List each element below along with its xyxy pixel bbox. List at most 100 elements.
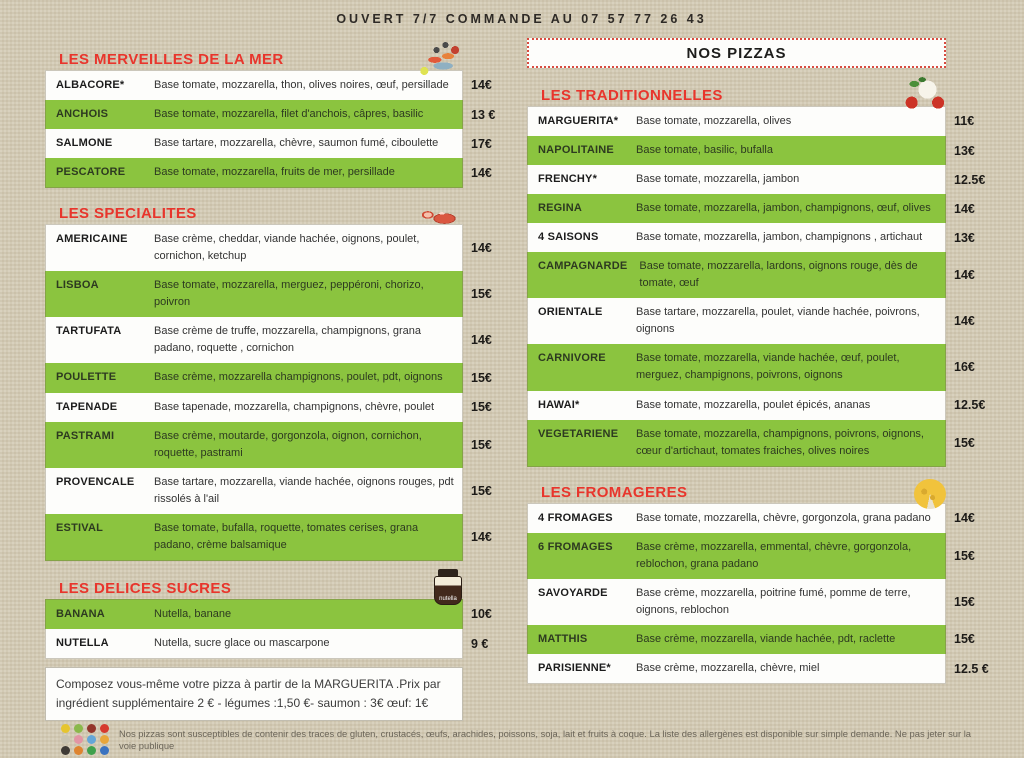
menu-item-row: PROVENCALE Base tartare, mozzarella, via…: [45, 467, 515, 514]
pizza-price: 14€: [471, 166, 492, 181]
menu-item-row: 4 SAISONS Base tomate, mozzarella, jambo…: [527, 223, 998, 253]
menu-item-main: ANCHOIS Base tomate, mozzarella, filet d…: [45, 100, 463, 130]
left-column: LES MERVEILLES DE LA MER ALBACORE* Base …: [45, 38, 515, 722]
menu-item-main: CAMPAGNARDE Base tomate, mozzarella, lar…: [527, 252, 946, 299]
menu-item-row: NAPOLITAINE Base tomate, basilic, bufall…: [527, 136, 998, 166]
pizza-name: SAVOYARDE: [538, 586, 608, 599]
menu-item-row: ALBACORE* Base tomate, mozzarella, thon,…: [45, 70, 515, 101]
allergen-icon: [87, 735, 96, 745]
pizza-price: 9 €: [471, 636, 489, 651]
menu-item-row: LISBOA Base tomate, mozzarella, merguez,…: [45, 271, 515, 318]
compose-your-pizza-note: Composez vous-même votre pizza à partir …: [45, 666, 463, 722]
pizza-ingredients: Base crème, mozzarella champignons, poul…: [154, 371, 443, 384]
menu-item-main: PESCATORE Base tomate, mozzarella, fruit…: [45, 158, 463, 189]
pizza-name: SALMONE: [56, 137, 113, 150]
menu-item-main: 4 SAISONS Base tomate, mozzarella, jambo…: [527, 223, 946, 253]
pizza-price: 14€: [471, 333, 492, 348]
menu-item-row: FRENCHY* Base tomate, mozzarella, jambon…: [527, 165, 998, 195]
menu-item-main: AMERICAINE Base crème, cheddar, viande h…: [45, 224, 463, 272]
pizza-price: 15€: [471, 287, 492, 302]
pizza-ingredients: Base tomate, mozzarella, poulet épicés, …: [636, 398, 871, 411]
pizza-ingredients: Base crème, moutarde, gorgonzola, oignon…: [154, 429, 422, 459]
menu-section: LES MERVEILLES DE LA MER ALBACORE* Base …: [45, 40, 515, 189]
menu-item-main: MATTHIS Base crème, mozzarella, viande h…: [527, 624, 946, 654]
pizza-ingredients: Base tomate, mozzarella, champignons, po…: [636, 427, 924, 457]
salami-icon: [419, 204, 463, 231]
pizza-price: 16€: [954, 360, 975, 375]
pizza-ingredients: Base tomate, mozzarella, viande hachée, …: [636, 352, 900, 382]
menu-item-main: TARTUFATA Base crème de truffe, mozzarel…: [45, 317, 463, 364]
left-sections: LES MERVEILLES DE LA MER ALBACORE* Base …: [45, 40, 515, 659]
pizza-name: NAPOLITAINE: [538, 144, 614, 157]
section-title: LES FROMAGERES: [541, 483, 688, 501]
pizza-ingredients: Base tapenade, mozzarella, champignons, …: [154, 400, 435, 413]
pizza-name: CAMPAGNARDE: [538, 260, 628, 273]
pizza-ingredients: Base crème, mozzarella, emmental, chèvre…: [636, 540, 912, 570]
pizza-name: AMERICAINE: [56, 233, 128, 246]
menu-item-main: PASTRAMI Base crème, moutarde, gorgonzol…: [45, 421, 463, 468]
pizza-name: PROVENCALE: [56, 475, 135, 488]
pizza-ingredients: Base tomate, mozzarella, jambon, champig…: [636, 231, 923, 244]
section-title: LES SPECIALITES: [59, 205, 197, 223]
pizza-name: POULETTE: [56, 371, 117, 384]
menu-item-main: NUTELLA Nutella, sucre glace ou mascarpo…: [45, 628, 463, 659]
pizza-ingredients: Base tomate, mozzarella, olives: [636, 115, 792, 127]
menu-item-main: FRENCHY* Base tomate, mozzarella, jambon: [527, 165, 946, 195]
pizza-ingredients: Base tomate, mozzarella, lardons, oignon…: [639, 260, 918, 290]
pizza-name: BANANA: [56, 607, 105, 620]
allergen-icon: [61, 746, 70, 756]
menu-item-main: SAVOYARDE Base crème, mozzarella, poitri…: [527, 578, 946, 625]
pizza-price: 15€: [471, 483, 492, 498]
menu-item-main: 4 FROMAGES Base tomate, mozzarella, chèv…: [527, 502, 946, 533]
menu-item-row: BANANA Nutella, banane 10€: [45, 598, 515, 629]
pizza-price: 13€: [954, 143, 975, 158]
pizza-ingredients: Base tomate, mozzarella, merguez, peppér…: [154, 279, 424, 309]
menu-item-main: SALMONE Base tartare, mozzarella, chèvre…: [45, 129, 463, 159]
menu-item-main: CARNIVORE Base tomate, mozzarella, viand…: [527, 344, 946, 391]
pizza-name: 4 SAISONS: [538, 231, 599, 244]
menu-item-main: ALBACORE* Base tomate, mozzarella, thon,…: [45, 70, 463, 101]
pizza-ingredients: Base tomate, bufalla, roquette, tomates …: [154, 521, 419, 551]
pizza-ingredients: Base crème, mozzarella, chèvre, miel: [636, 661, 820, 674]
menu-table: AMERICAINE Base crème, cheddar, viande h…: [45, 224, 515, 561]
pizza-name: VEGETARIENE: [538, 427, 619, 440]
allergen-icon: [100, 746, 109, 756]
allergen-icon: [74, 746, 83, 756]
pizza-name: FRENCHY*: [538, 173, 598, 186]
right-sections: LES TRADITIONNELLES MARGUERITA* Base tom…: [527, 76, 998, 684]
menu-item-row: PARISIENNE* Base crème, mozzarella, chèv…: [527, 653, 998, 684]
pizza-price: 13€: [954, 230, 975, 245]
pizza-price: 14€: [954, 201, 975, 216]
pizza-price: 15€: [471, 370, 492, 385]
pizza-name: 6 FROMAGES: [538, 540, 613, 553]
pizza-ingredients: Base crème, cheddar, viande hachée, oign…: [154, 233, 420, 263]
pizza-ingredients: Base tomate, mozzarella, fruits de mer, …: [154, 166, 395, 179]
pizza-price: 15€: [471, 437, 492, 452]
section-header: LES TRADITIONNELLES: [541, 76, 946, 112]
section-title: LES MERVEILLES DE LA MER: [59, 51, 284, 68]
pizza-ingredients: Nutella, sucre glace ou mascarpone: [154, 636, 330, 649]
pizza-name: ALBACORE*: [56, 79, 125, 91]
pizza-ingredients: Base tomate, mozzarella, jambon: [636, 173, 800, 186]
menu-item-main: BANANA Nutella, banane: [45, 598, 463, 629]
pizza-price: 14€: [471, 78, 492, 93]
menu-item-main: LISBOA Base tomate, mozzarella, merguez,…: [45, 271, 463, 318]
open-hours-line: OUVERT 7/7 COMMANDE AU 07 57 77 26 43: [336, 12, 707, 26]
pizza-price: 14€: [954, 314, 975, 329]
menu-item-row: CARNIVORE Base tomate, mozzarella, viand…: [527, 344, 998, 391]
section-header: LES FROMAGERES: [541, 475, 946, 509]
pizza-ingredients: Base tomate, mozzarella, thon, olives no…: [154, 79, 449, 91]
menu-table: BANANA Nutella, banane 10€ NUTELLA: [45, 598, 515, 659]
section-header: LES DELICES SUCRES: [59, 568, 463, 605]
cheese-icon: [914, 478, 946, 509]
menu-item-main: HAWAI* Base tomate, mozzarella, poulet é…: [527, 390, 946, 420]
menu-item-row: ESTIVAL Base tomate, bufalla, roquette, …: [45, 513, 515, 561]
menu-title: NOS PIZZAS: [686, 45, 787, 62]
pizza-price: 12.5 €: [954, 661, 989, 676]
menu-item-row: PASTRAMI Base crème, moutarde, gorgonzol…: [45, 421, 515, 468]
pizza-ingredients: Base tartare, mozzarella, poulet, viande…: [636, 306, 920, 336]
pizza-name: TARTUFATA: [56, 325, 122, 338]
menu-item-row: MARGUERITA* Base tomate, mozzarella, oli…: [527, 106, 998, 137]
menu-item-main: ORIENTALE Base tartare, mozzarella, poul…: [527, 298, 946, 345]
menu-item-row: CAMPAGNARDE Base tomate, mozzarella, lar…: [527, 252, 998, 299]
